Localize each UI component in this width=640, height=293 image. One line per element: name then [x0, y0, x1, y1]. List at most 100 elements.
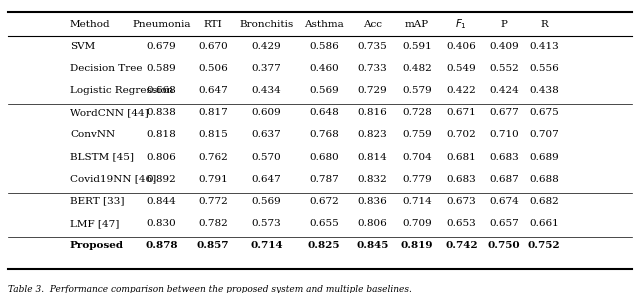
- Text: Covid19NN [46]: Covid19NN [46]: [70, 175, 156, 184]
- Text: 0.413: 0.413: [529, 42, 559, 51]
- Text: 0.552: 0.552: [489, 64, 518, 73]
- Text: 0.661: 0.661: [529, 219, 559, 228]
- Text: 0.674: 0.674: [489, 197, 518, 206]
- Text: Pneumonia: Pneumonia: [132, 20, 191, 29]
- Text: Decision Tree: Decision Tree: [70, 64, 142, 73]
- Text: 0.429: 0.429: [252, 42, 282, 51]
- Text: 0.569: 0.569: [252, 197, 282, 206]
- Text: 0.377: 0.377: [252, 64, 282, 73]
- Text: R: R: [540, 20, 548, 29]
- Text: 0.591: 0.591: [402, 42, 432, 51]
- Text: 0.838: 0.838: [147, 108, 176, 117]
- Text: Asthma: Asthma: [304, 20, 344, 29]
- Text: 0.422: 0.422: [447, 86, 476, 95]
- Text: 0.460: 0.460: [309, 64, 339, 73]
- Text: 0.671: 0.671: [447, 108, 476, 117]
- Text: 0.569: 0.569: [309, 86, 339, 95]
- Text: 0.655: 0.655: [309, 219, 339, 228]
- Text: 0.710: 0.710: [489, 130, 518, 139]
- Text: 0.729: 0.729: [357, 86, 387, 95]
- Text: 0.818: 0.818: [147, 130, 176, 139]
- Text: 0.589: 0.589: [147, 64, 176, 73]
- Text: WordCNN [44]: WordCNN [44]: [70, 108, 148, 117]
- Text: 0.482: 0.482: [402, 64, 432, 73]
- Text: 0.573: 0.573: [252, 219, 282, 228]
- Text: 0.750: 0.750: [488, 241, 520, 250]
- Text: 0.586: 0.586: [309, 42, 339, 51]
- Text: 0.742: 0.742: [445, 241, 478, 250]
- Text: 0.679: 0.679: [147, 42, 176, 51]
- Text: 0.657: 0.657: [489, 219, 518, 228]
- Text: 0.762: 0.762: [198, 152, 228, 161]
- Text: 0.752: 0.752: [527, 241, 560, 250]
- Text: 0.832: 0.832: [357, 175, 387, 184]
- Text: Method: Method: [70, 20, 111, 29]
- Text: 0.823: 0.823: [357, 130, 387, 139]
- Text: Acc: Acc: [363, 20, 381, 29]
- Text: 0.668: 0.668: [147, 86, 176, 95]
- Text: 0.878: 0.878: [145, 241, 177, 250]
- Text: 0.702: 0.702: [447, 130, 476, 139]
- Text: Bronchitis: Bronchitis: [239, 20, 294, 29]
- Text: ConvNN: ConvNN: [70, 130, 115, 139]
- Text: 0.647: 0.647: [252, 175, 282, 184]
- Text: 0.672: 0.672: [309, 197, 339, 206]
- Text: 0.857: 0.857: [196, 241, 229, 250]
- Text: 0.673: 0.673: [447, 197, 476, 206]
- Text: 0.806: 0.806: [357, 219, 387, 228]
- Text: 0.768: 0.768: [309, 130, 339, 139]
- Text: 0.836: 0.836: [357, 197, 387, 206]
- Text: Table 3.  Performance comparison between the proposed system and multiple baseli: Table 3. Performance comparison between …: [8, 285, 412, 293]
- Text: 0.637: 0.637: [252, 130, 282, 139]
- Text: 0.680: 0.680: [309, 152, 339, 161]
- Text: 0.556: 0.556: [529, 64, 559, 73]
- Text: LMF [47]: LMF [47]: [70, 219, 119, 228]
- Text: Proposed: Proposed: [70, 241, 124, 250]
- Text: 0.683: 0.683: [447, 175, 476, 184]
- Text: 0.681: 0.681: [447, 152, 476, 161]
- Text: 0.791: 0.791: [198, 175, 228, 184]
- Text: 0.409: 0.409: [489, 42, 518, 51]
- Text: 0.438: 0.438: [529, 86, 559, 95]
- Text: 0.570: 0.570: [252, 152, 282, 161]
- Text: 0.689: 0.689: [529, 152, 559, 161]
- Text: 0.609: 0.609: [252, 108, 282, 117]
- Text: 0.670: 0.670: [198, 42, 228, 51]
- Text: SVM: SVM: [70, 42, 95, 51]
- Text: 0.819: 0.819: [401, 241, 433, 250]
- Text: 0.733: 0.733: [357, 64, 387, 73]
- Text: 0.825: 0.825: [308, 241, 340, 250]
- Text: 0.683: 0.683: [489, 152, 518, 161]
- Text: 0.815: 0.815: [198, 130, 228, 139]
- Text: 0.653: 0.653: [447, 219, 476, 228]
- Text: 0.782: 0.782: [198, 219, 228, 228]
- Text: 0.704: 0.704: [402, 152, 432, 161]
- Text: P: P: [500, 20, 508, 29]
- Text: RTI: RTI: [204, 20, 222, 29]
- Text: 0.687: 0.687: [489, 175, 518, 184]
- Text: 0.675: 0.675: [529, 108, 559, 117]
- Text: 0.787: 0.787: [309, 175, 339, 184]
- Text: 0.648: 0.648: [309, 108, 339, 117]
- Text: 0.830: 0.830: [147, 219, 176, 228]
- Text: mAP: mAP: [404, 20, 429, 29]
- Text: 0.434: 0.434: [252, 86, 282, 95]
- Text: 0.682: 0.682: [529, 197, 559, 206]
- Text: 0.844: 0.844: [147, 197, 176, 206]
- Text: 0.647: 0.647: [198, 86, 228, 95]
- Text: 0.549: 0.549: [447, 64, 476, 73]
- Text: 0.814: 0.814: [357, 152, 387, 161]
- Text: 0.728: 0.728: [402, 108, 432, 117]
- Text: 0.817: 0.817: [198, 108, 228, 117]
- Text: 0.806: 0.806: [147, 152, 176, 161]
- Text: 0.714: 0.714: [250, 241, 283, 250]
- Text: 0.709: 0.709: [402, 219, 432, 228]
- Text: 0.406: 0.406: [447, 42, 476, 51]
- Text: 0.892: 0.892: [147, 175, 176, 184]
- Text: 0.779: 0.779: [402, 175, 432, 184]
- Text: BLSTM [45]: BLSTM [45]: [70, 152, 134, 161]
- Text: 0.579: 0.579: [402, 86, 432, 95]
- Text: 0.759: 0.759: [402, 130, 432, 139]
- Text: 0.845: 0.845: [356, 241, 388, 250]
- Text: 0.688: 0.688: [529, 175, 559, 184]
